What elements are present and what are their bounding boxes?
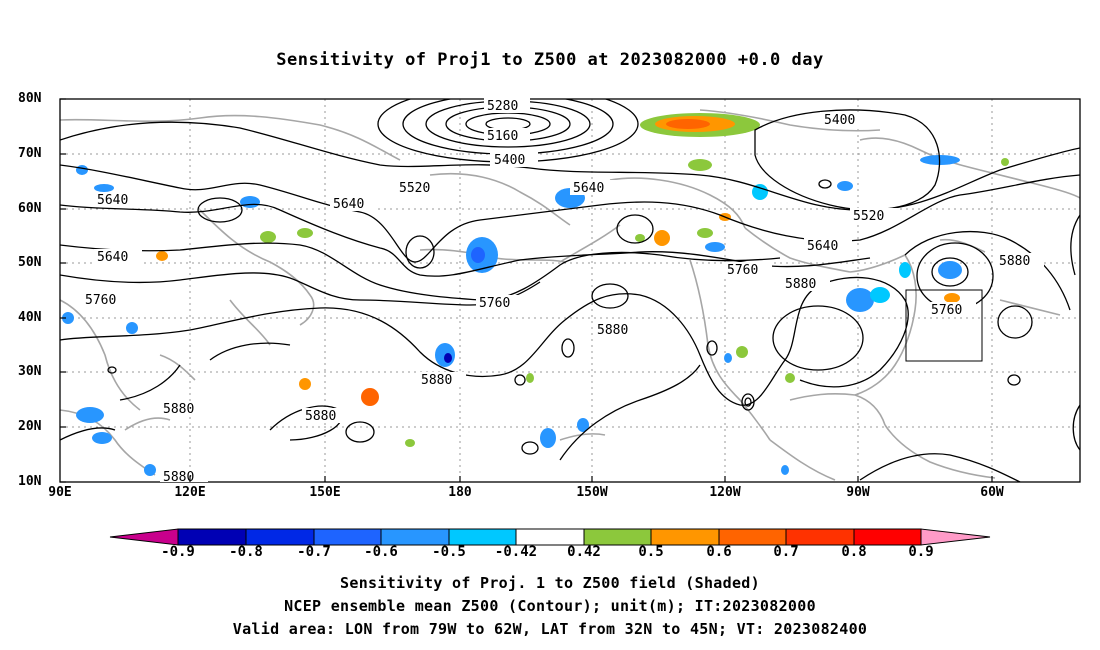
colorbar-segment [245,528,315,546]
colorbar-label: 0.8 [841,544,867,560]
lon-label: 90W [846,485,870,500]
lon-label: 150W [576,485,608,500]
colorbar-label: -0.42 [494,544,538,560]
chart-title: Sensitivity of Proj1 to Z500 at 20230820… [276,50,824,70]
colorbar-segment [448,528,517,546]
contour-label: 5760 [931,303,962,318]
colorbar-segment [515,528,585,546]
contour-label: 5400 [824,113,855,128]
lon-label: 120E [174,485,206,500]
contour-label: 5880 [421,373,452,388]
colorbar-label: -0.8 [229,544,263,560]
lat-label: 60N [18,201,42,216]
lat-label: 80N [18,91,42,106]
contour-label: 5280 [487,99,518,114]
colorbar-label: -0.6 [364,544,398,560]
lat-label: 70N [18,146,42,161]
contour-label: 5760 [479,296,510,311]
lat-label: 40N [18,310,42,325]
colorbar-label: 0.9 [908,544,934,560]
contour-label: 5880 [597,323,628,338]
lat-label: 10N [18,474,42,489]
lat-label: 30N [18,364,42,379]
coastlines [60,109,1080,481]
lon-label: 60W [980,485,1004,500]
contour-label: 5880 [163,470,194,485]
colorbar-label: -0.7 [297,544,331,560]
lat-label: 50N [18,255,42,270]
valid-area-box [905,289,983,362]
caption-line: NCEP ensemble mean Z500 (Contour); unit(… [284,597,816,615]
contour-label: 5880 [163,402,194,417]
colorbar-label: -0.9 [161,544,195,560]
sensitivity-shading [62,113,1009,476]
contour-label: 5520 [399,181,430,196]
contour-label: 5640 [333,197,364,212]
colorbar-segment [718,528,787,546]
colorbar-segment [583,528,652,546]
colorbar-label: 0.42 [567,544,601,560]
colorbar-segment [650,528,720,546]
colorbar-label: -0.5 [432,544,466,560]
colorbar-segment [109,528,179,546]
lon-label: 180 [448,485,472,500]
colorbar-label: 0.6 [706,544,732,560]
map-frame [59,98,1081,483]
contour-label: 5880 [999,254,1030,269]
contour-label: 5520 [853,209,884,224]
lat-label: 20N [18,419,42,434]
caption-line: Sensitivity of Proj. 1 to Z500 field (Sh… [340,574,760,592]
caption-line: Valid area: LON from 79W to 62W, LAT fro… [232,620,868,638]
contour-label: 5400 [494,153,525,168]
colorbar-segment [785,528,855,546]
contour-label: 5640 [97,250,128,265]
lon-label: 150E [309,485,341,500]
contour-label: 5880 [785,277,816,292]
contour-label: 5160 [487,129,518,144]
contour-label: 5760 [727,263,758,278]
colorbar-segment [177,528,247,546]
colorbar-label: 0.5 [638,544,664,560]
contour-label: 5760 [85,293,116,308]
contour-label: 5640 [807,239,838,254]
contour-label: 5640 [573,181,604,196]
lon-label: 90E [48,485,72,500]
colorbar-segment [380,528,450,546]
z500-contours [60,99,1080,482]
colorbar-segment [313,528,382,546]
contour-label: 5880 [305,409,336,424]
colorbar-segment [853,528,922,546]
colorbar-label: 0.7 [773,544,799,560]
axis-ticks [60,98,993,483]
contour-label-group: 5280 5160 5400 5400 5520 5520 5640 5640 … [82,98,1044,485]
contour-label: 5640 [97,193,128,208]
lon-label: 120W [709,485,741,500]
colorbar [109,528,991,546]
colorbar-segment [920,528,991,546]
